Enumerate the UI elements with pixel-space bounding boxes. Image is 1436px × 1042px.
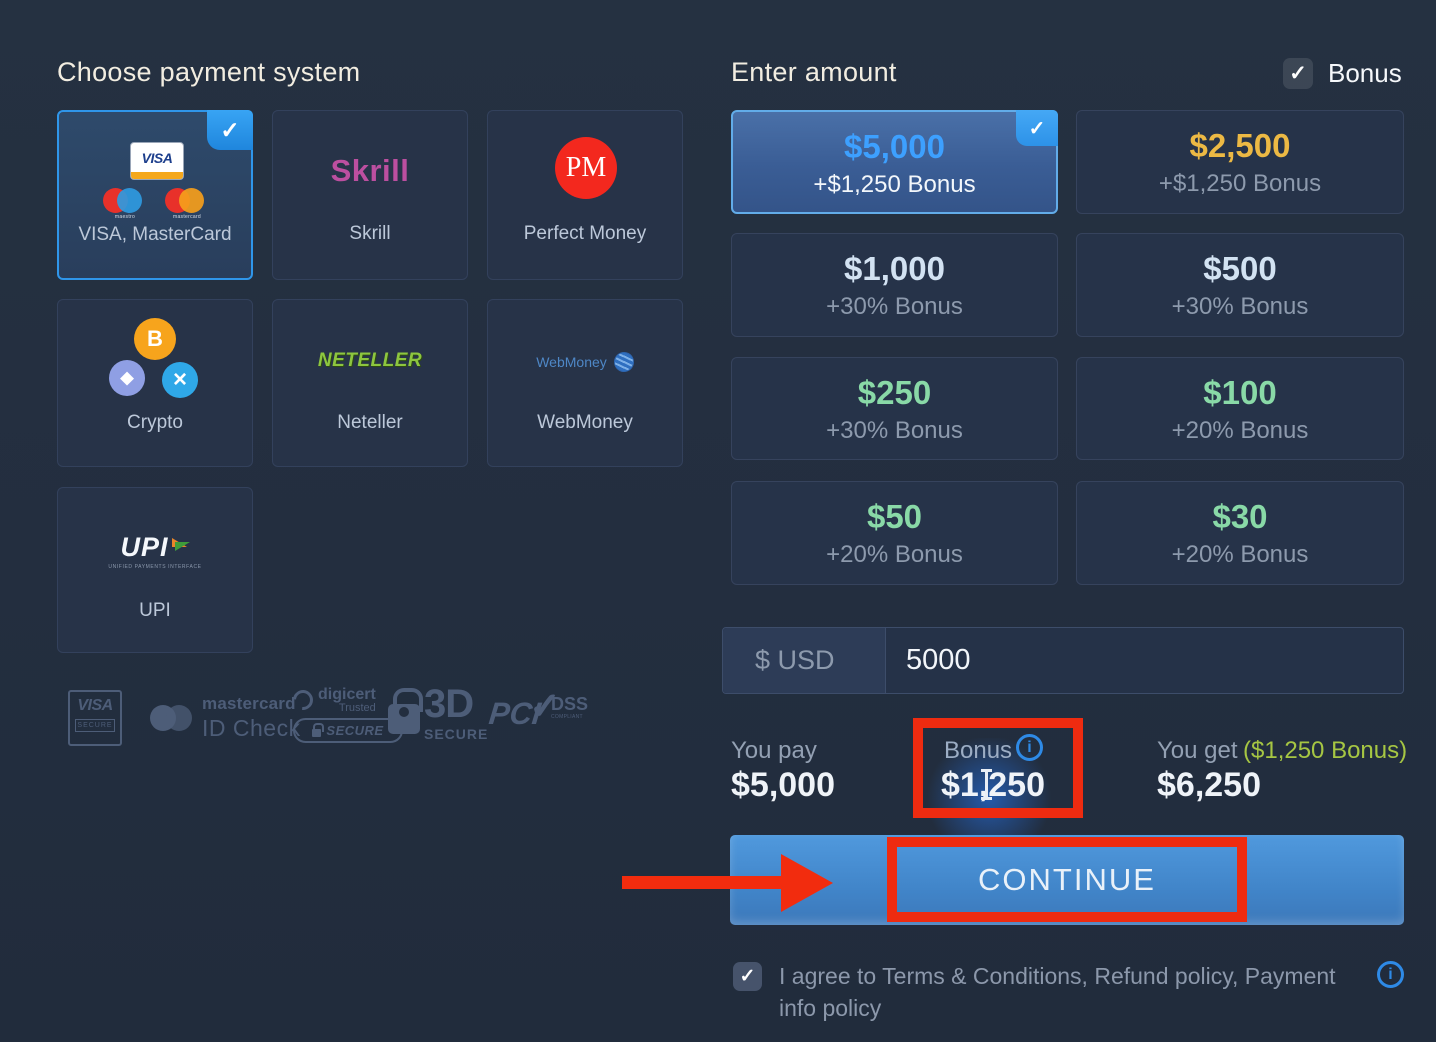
- payment-label: Crypto: [127, 412, 183, 433]
- webmoney-logo-icon: WebMoney: [536, 354, 607, 370]
- payment-label: VISA, MasterCard: [78, 224, 232, 245]
- 3d-secure-badge: 3D SECURE: [388, 682, 487, 746]
- red-arrow-icon: [622, 876, 784, 889]
- pci-dss-badge: PCI ✓ DSS COMPLIANT: [487, 686, 589, 731]
- mastercard-circles-icon: [150, 705, 192, 731]
- amount-input-row: $ USD 5000: [722, 627, 1404, 694]
- mastercard-icon: mastercard: [165, 188, 209, 222]
- choose-payment-title: Choose payment system: [57, 57, 361, 87]
- payment-label: Perfect Money: [523, 223, 647, 244]
- amount-tile-2500[interactable]: $2,500 +$1,250 Bonus: [1076, 110, 1404, 214]
- payment-label: Neteller: [337, 412, 403, 433]
- neteller-logo-icon: NETELLER: [317, 350, 423, 371]
- bonus-value: $1,250: [941, 766, 1045, 804]
- visa-secure-badge: VISA SECURE: [68, 690, 122, 746]
- upi-logo-icon: UPI: [58, 532, 252, 563]
- digicert-badge: digicert Trusted SECURE: [288, 685, 403, 743]
- upi-arrow-icon: [171, 538, 190, 558]
- payment-tile-skrill[interactable]: Skrill Skrill: [272, 110, 468, 280]
- ethereum-icon: [109, 360, 145, 396]
- bonus-label: Bonus: [944, 737, 1013, 764]
- digicert-ring-icon: [288, 685, 318, 715]
- payment-tile-perfect-money[interactable]: PM Perfect Money: [487, 110, 683, 280]
- amount-tile-500[interactable]: $500 +30% Bonus: [1076, 233, 1404, 337]
- amount-tile-50[interactable]: $50 +20% Bonus: [731, 481, 1058, 585]
- red-annotation-box-bonus: [913, 718, 1083, 818]
- amount-tile-250[interactable]: $250 +30% Bonus: [731, 357, 1058, 460]
- you-pay-label: You pay: [731, 737, 817, 764]
- check-swoosh-icon: ✓: [529, 686, 561, 728]
- bonus-toggle-checkbox[interactable]: [1283, 58, 1313, 89]
- payment-tile-neteller[interactable]: NETELLER Neteller: [272, 299, 468, 467]
- you-pay-value: $5,000: [731, 766, 835, 804]
- visa-card-icon: VISA: [130, 142, 184, 180]
- agreement-info-icon[interactable]: [1377, 961, 1404, 988]
- you-get-value: $6,250: [1157, 766, 1261, 804]
- ripple-icon: [162, 362, 198, 398]
- payment-label: Skrill: [349, 223, 391, 244]
- you-get-bonus-note: ($1,250 Bonus): [1243, 737, 1408, 764]
- red-arrow-head-icon: [781, 854, 833, 912]
- amount-input[interactable]: 5000: [906, 644, 971, 676]
- upi-logo-subtext: UNIFIED PAYMENTS INTERFACE: [108, 564, 202, 570]
- continue-button[interactable]: CONTINUE: [730, 835, 1404, 925]
- enter-amount-title: Enter amount: [731, 57, 897, 87]
- amount-tile-5000[interactable]: $5,000 +$1,250 Bonus: [731, 110, 1058, 214]
- you-get-label: You get: [1157, 737, 1238, 764]
- payment-tile-crypto[interactable]: B Crypto: [57, 299, 253, 467]
- check-badge-icon: [207, 110, 253, 150]
- amount-tile-1000[interactable]: $1,000 +30% Bonus: [731, 233, 1058, 337]
- webmoney-globe-icon: [610, 348, 638, 376]
- agreement-text: I agree to Terms & Conditions, Refund po…: [779, 963, 1336, 1021]
- bitcoin-icon: B: [134, 318, 176, 360]
- currency-selector[interactable]: $ USD: [723, 628, 886, 693]
- mastercard-idcheck-badge: mastercard ID Check: [150, 694, 301, 742]
- perfect-money-logo-icon: PM: [555, 137, 617, 199]
- bonus-toggle-label: Bonus: [1328, 58, 1402, 88]
- payment-tile-visa-mastercard[interactable]: VISA maestro mastercard VISA, MasterCard: [57, 110, 253, 280]
- lock-icon: [312, 722, 325, 737]
- payment-tile-upi[interactable]: UPI UNIFIED PAYMENTS INTERFACE UPI: [57, 487, 253, 653]
- red-annotation-box-continue: [887, 837, 1247, 922]
- amount-tile-100[interactable]: $100 +20% Bonus: [1076, 357, 1404, 460]
- amount-tile-30[interactable]: $30 +20% Bonus: [1076, 481, 1404, 585]
- maestro-icon: maestro: [103, 188, 147, 222]
- skrill-logo-icon: Skrill: [330, 153, 410, 188]
- agreement-checkbox[interactable]: [733, 962, 762, 991]
- bonus-info-icon[interactable]: [1016, 734, 1043, 761]
- check-badge-icon: [1016, 110, 1058, 146]
- text-cursor-icon: [981, 769, 992, 800]
- payment-tile-webmoney[interactable]: WebMoney WebMoney: [487, 299, 683, 467]
- payment-label: UPI: [139, 600, 171, 621]
- payment-label: WebMoney: [537, 412, 633, 433]
